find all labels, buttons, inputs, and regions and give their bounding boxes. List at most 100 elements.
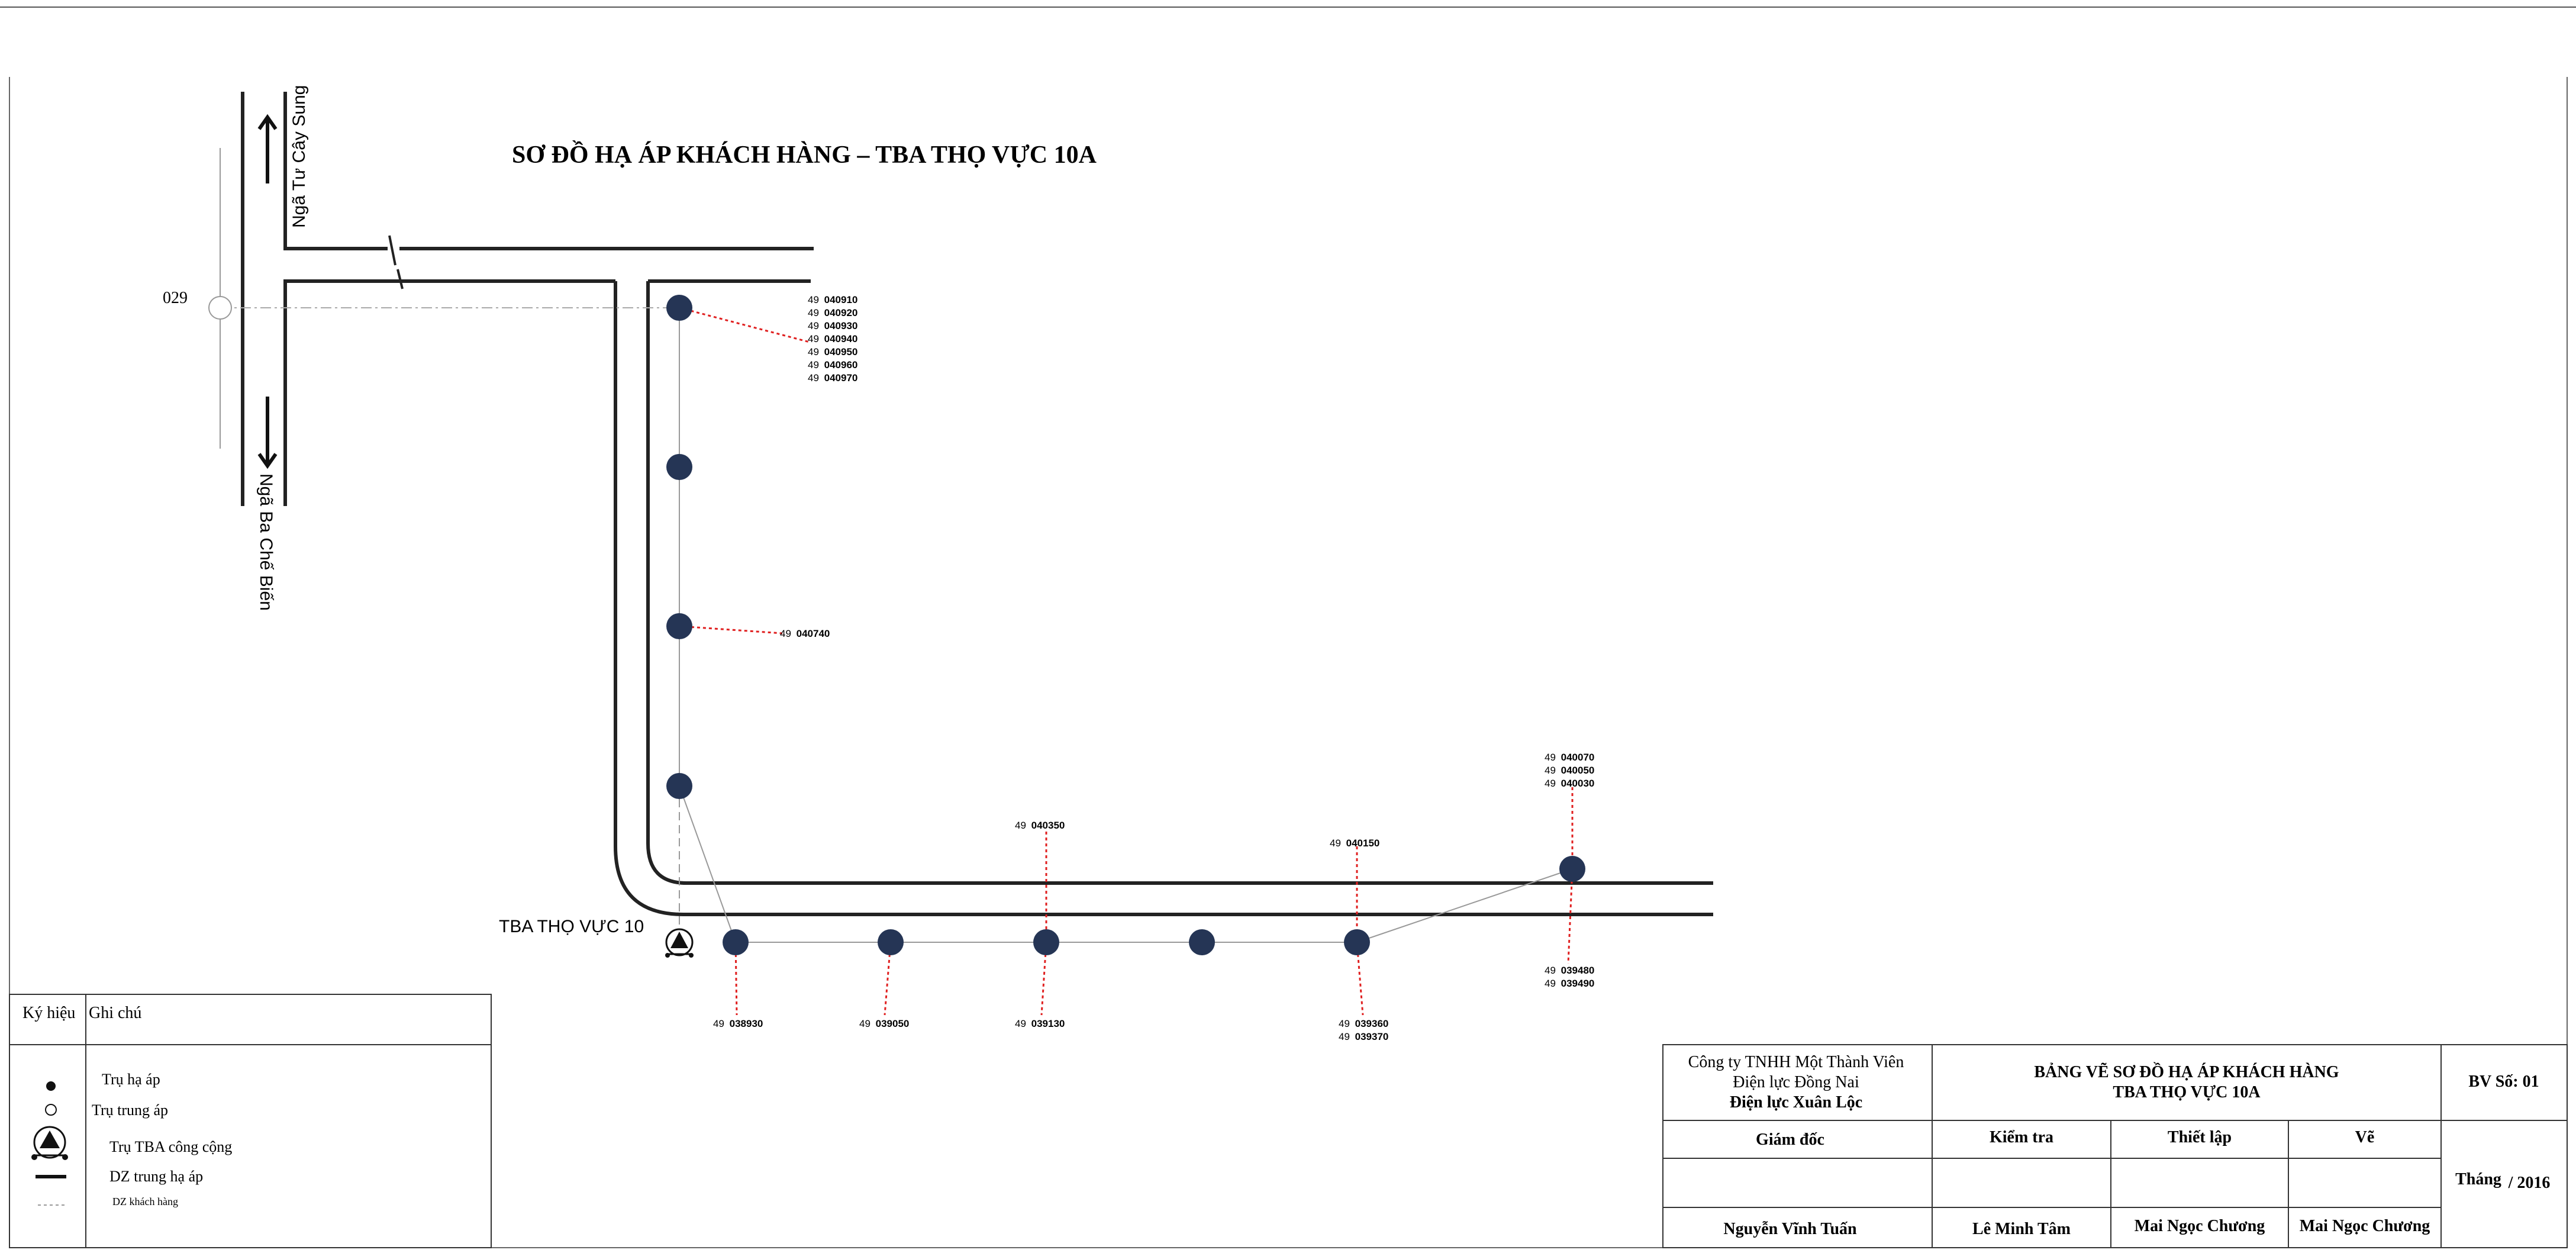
customer-code-label: 49 039050 (859, 1018, 909, 1029)
mv-pole-label: 029 (163, 289, 188, 307)
customer-code-prefix: 49 (859, 1018, 873, 1029)
substation-label: TBA THỌ VỰC 10 (499, 917, 644, 936)
legend: Ký hiệu Ghi chú Trụ hạ áp Trụ trung áp T… (9, 994, 492, 1248)
customer-code-prefix: 49 (1330, 838, 1344, 849)
arrow-up-icon (257, 114, 278, 183)
month-label: Tháng (2455, 1170, 2501, 1188)
customer-code-prefix: 49 (1545, 778, 1559, 789)
customer-code-label: 49 039370 (1339, 1031, 1388, 1042)
customer-code-number: 039480 (1561, 965, 1595, 976)
customer-code-number: 040910 (824, 294, 858, 305)
legend-item-label: Trụ trung áp (92, 1101, 168, 1119)
customer-code-label: 49 040150 (1330, 838, 1379, 849)
customer-code-prefix: 49 (808, 346, 822, 357)
lv-pole (666, 773, 692, 799)
customer-code-label: 49 040940 (808, 333, 857, 344)
customer-code-number: 039490 (1561, 978, 1595, 989)
customer-code-label: 49 039130 (1015, 1018, 1065, 1029)
lv-feeder-lines (679, 308, 1573, 943)
role-setup: Thiết lập (2168, 1128, 2232, 1146)
legend-item-label: DZ trung hạ áp (109, 1168, 203, 1185)
customer-code-label: 49 039480 (1545, 965, 1594, 976)
lv-pole (878, 929, 904, 955)
lv-pole (1189, 929, 1215, 955)
arrow-down-icon (257, 397, 278, 469)
customer-code-prefix: 49 (1545, 978, 1559, 989)
title-block-text: Công ty TNHH Một Thành Viên Điện lực Đồn… (1688, 1053, 2551, 1238)
customer-code-number: 038930 (730, 1018, 763, 1029)
name-draw: Mai Ngọc Chương (2300, 1217, 2430, 1235)
role-director: Giám đốc (1756, 1130, 1824, 1149)
customer-code-prefix: 49 (1545, 965, 1559, 976)
substation-triangle-icon (665, 928, 694, 958)
drawing-title-2: TBA THỌ VỰC 10A (2113, 1083, 2261, 1101)
legend-header-note: Ghi chú (89, 1004, 141, 1022)
company-line-2: Điện lực Đồng Nai (1733, 1073, 1859, 1091)
page-title: SƠ ĐỒ HẠ ÁP KHÁCH HÀNG – TBA THỌ VỰC 10A (512, 140, 1097, 169)
main-road-vertical (241, 92, 615, 506)
role-draw: Vẽ (2355, 1128, 2375, 1146)
customer-code-label: 49 040030 (1545, 778, 1594, 789)
customer-code-number: 040740 (797, 628, 830, 639)
company-line-1: Công ty TNHH Một Thành Viên (1688, 1053, 1904, 1071)
mv-pole-circle-icon (45, 1104, 57, 1116)
legend-item-label: DZ khách hàng (112, 1196, 178, 1207)
customer-code-prefix: 49 (808, 333, 822, 344)
customer-code-prefix: 49 (1339, 1031, 1353, 1042)
customer-code-prefix: 49 (808, 294, 822, 305)
customer-code-label: 49 040740 (780, 628, 830, 639)
customer-code-prefix: 49 (1015, 820, 1029, 831)
customer-code-label: 49 040930 (808, 320, 857, 331)
legend-item-label: Trụ TBA công cộng (109, 1138, 232, 1155)
customer-code-prefix: 49 (808, 359, 822, 371)
customer-code-label: 49 038930 (713, 1018, 763, 1029)
customer-code-prefix: 49 (808, 372, 822, 384)
customer-code-number: 040970 (824, 372, 858, 384)
customer-code-label: 49 040950 (808, 346, 857, 357)
customer-code-number: 040920 (824, 307, 858, 318)
customer-code-prefix: 49 (780, 628, 794, 639)
year-label: / 2016 (2508, 1174, 2551, 1192)
road-break-mark (388, 235, 404, 289)
customer-code-prefix: 49 (1015, 1018, 1029, 1029)
lv-pole-dot-icon (46, 1081, 56, 1091)
company-line-3: Điện lực Xuân Lộc (1730, 1093, 1862, 1112)
role-check: Kiểm tra (1990, 1128, 2053, 1146)
customer-code-label: 49 039360 (1339, 1018, 1388, 1029)
customer-code-number: 039130 (1031, 1018, 1065, 1029)
name-check: Lê Minh Tâm (1972, 1220, 2071, 1238)
legend-header-symbol: Ký hiệu (22, 1004, 75, 1022)
customer-code-label: 49 040970 (808, 372, 857, 384)
customer-code-number: 040150 (1346, 838, 1380, 849)
lv-pole (666, 295, 692, 321)
customer-code-number: 040050 (1561, 765, 1595, 776)
name-director: Nguyễn Vĩnh Tuấn (1723, 1220, 1857, 1238)
customer-code-label: 49 040960 (808, 359, 857, 371)
mv-pole (208, 296, 232, 320)
drawing-title-1: BẢNG VẼ SƠ ĐỒ HẠ ÁP KHÁCH HÀNG (2034, 1062, 2339, 1081)
customer-code-label: 49 040910 (808, 294, 857, 305)
customer-code-prefix: 49 (1545, 752, 1559, 763)
lv-poles (666, 295, 1585, 955)
customer-code-number: 040030 (1561, 778, 1595, 789)
lv-pole (666, 454, 692, 480)
road-label-south: Ngã Ba Chế Biến (256, 474, 276, 611)
customer-code-prefix: 49 (808, 307, 822, 318)
drawing-number: BV Số: 01 (2468, 1072, 2539, 1091)
customer-code-label: 49 040920 (808, 307, 857, 318)
customer-code-label: 49 040350 (1015, 820, 1065, 831)
customer-code-label: 49 040050 (1545, 765, 1594, 776)
legend-item-label: Trụ hạ áp (102, 1071, 160, 1088)
lv-pole (1559, 856, 1585, 882)
lv-pole (666, 613, 692, 639)
branch-road-top (399, 247, 814, 283)
customer-code-number: 040350 (1031, 820, 1065, 831)
customer-code-prefix: 49 (713, 1018, 727, 1029)
customer-lines (679, 307, 1574, 1016)
road-label-north: Ngã Tư Cây Sung (289, 85, 309, 228)
lv-pole (723, 929, 749, 955)
customer-code-number: 039370 (1355, 1031, 1389, 1042)
lv-pole (1344, 929, 1370, 955)
